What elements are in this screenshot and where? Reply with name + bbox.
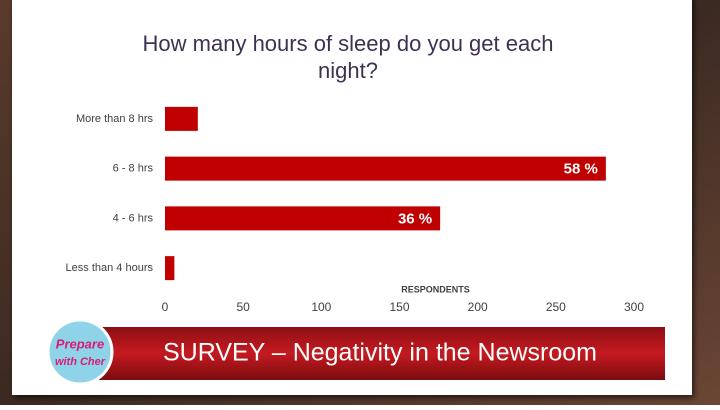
x-tick-label: 250 — [546, 300, 566, 314]
y-tick-label: 6 - 8 hrs — [113, 163, 154, 175]
logo-badge — [46, 318, 114, 386]
chart-title-1: How many hours of sleep do you get each — [143, 31, 554, 56]
logo-text: with Cher — [55, 356, 106, 368]
bar — [165, 106, 198, 131]
bar — [165, 256, 175, 281]
bar — [165, 156, 606, 181]
y-tick-label: More than 8 hrs — [76, 113, 154, 125]
banner-text: SURVEY – Negativity in the Newsroom — [163, 339, 597, 367]
x-tick-label: 300 — [624, 300, 644, 314]
data-label: 36 % — [398, 210, 432, 227]
bar — [165, 206, 441, 231]
y-tick-label: Less than 4 hours — [66, 262, 154, 274]
x-axis-title: RESPONDENTS — [401, 284, 470, 294]
x-tick-label: 50 — [236, 300, 250, 314]
banner — [95, 327, 665, 380]
x-tick-label: 100 — [311, 300, 331, 314]
chart-title-2: night? — [318, 58, 378, 83]
x-tick-label: 150 — [389, 300, 409, 314]
logo-text: Prepare — [56, 336, 104, 351]
y-tick-label: 4 - 6 hrs — [113, 212, 154, 224]
data-label: 58 % — [564, 161, 598, 178]
chart: 0 50 100 150 200 250 300 RESPONDENTS More than 8… — [66, 106, 644, 314]
x-tick-label: 200 — [468, 300, 488, 314]
x-tick-label: 0 — [162, 300, 169, 314]
